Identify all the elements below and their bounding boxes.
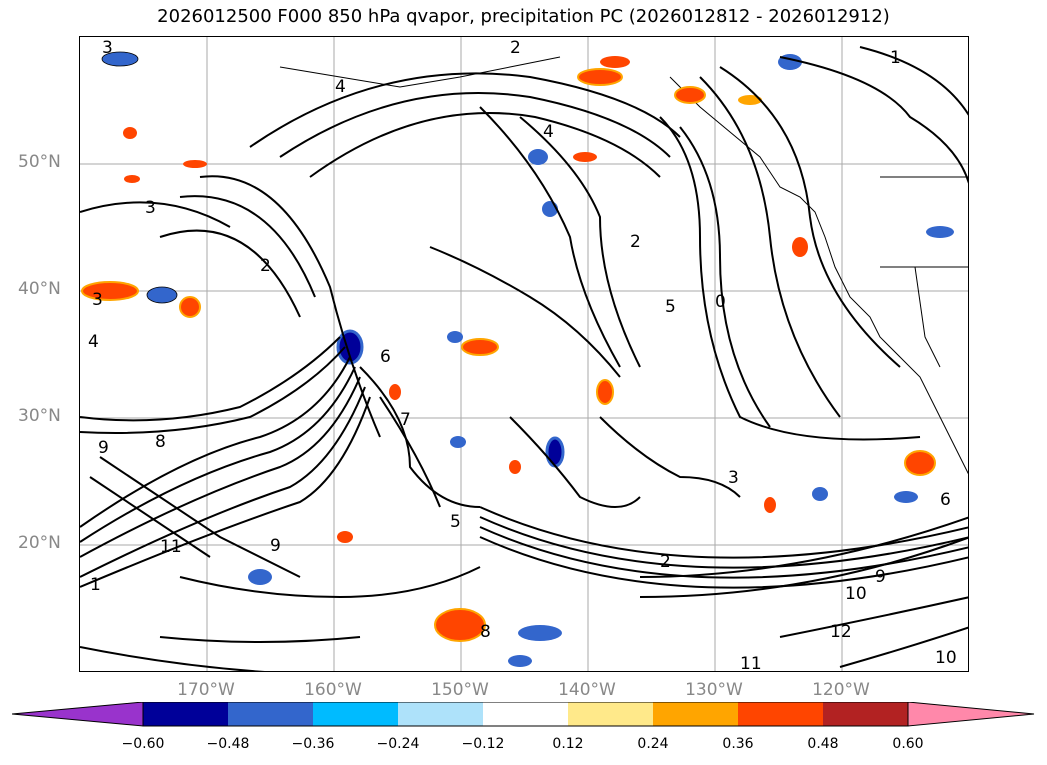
map-svg: 3 2 4 1 3 4 2 3 8 9 11 6 5 2 9 10 12 11 …	[80, 37, 968, 672]
colorbar-segment	[143, 702, 228, 726]
colorbar-segment	[653, 702, 738, 726]
colorbar-extend-max	[907, 702, 1035, 727]
contour-label: 5	[665, 297, 676, 317]
lat-label-30n: 30°N	[18, 406, 61, 426]
colorbar-tick: 0.24	[637, 736, 669, 752]
lon-label-130w: 130°W	[685, 680, 743, 700]
colorbar-tick: −0.12	[461, 736, 505, 752]
colorbar-segment	[738, 702, 823, 726]
contour-label: 4	[335, 77, 346, 97]
contour-labels: 3 2 4 1 3 4 2 3 8 9 11 6 5 2 9 10 12 11 …	[88, 38, 957, 672]
contour-label: 6	[940, 490, 951, 510]
contour-label: 2	[260, 256, 271, 276]
colorbar-tick: −0.36	[291, 736, 335, 752]
contour-label: 7	[400, 410, 411, 430]
contour-label: 3	[92, 290, 103, 310]
colorbar-tick: 0.36	[722, 736, 754, 752]
colorbar-segment	[568, 702, 653, 726]
contour-label: 9	[98, 438, 109, 458]
contour-label: 11	[160, 537, 182, 557]
colorbar-tick: 0.12	[552, 736, 584, 752]
contour-label: 2	[510, 38, 521, 58]
contour-label: 3	[145, 198, 156, 218]
contour-label: 4	[88, 332, 99, 352]
contour-label: 10	[845, 584, 867, 604]
contour-label: 4	[543, 122, 554, 142]
plot-title: 2026012500 F000 850 hPa qvapor, precipit…	[157, 6, 890, 27]
colorbar	[12, 702, 1035, 727]
lon-label-150w: 150°W	[431, 680, 489, 700]
colorbar-segment	[228, 702, 313, 726]
colorbar-segment	[398, 702, 483, 726]
lat-label-40n: 40°N	[18, 279, 61, 299]
contour-label: 9	[270, 536, 281, 556]
contour-lines	[80, 46, 968, 671]
colorbar-tick: 0.60	[892, 736, 924, 752]
contour-label: 8	[480, 622, 491, 642]
colorbar-segment	[313, 702, 398, 726]
contour-label: 1	[90, 575, 101, 595]
colorbar-extend-min	[12, 702, 144, 727]
lat-label-20n: 20°N	[18, 533, 61, 553]
colorbar-tick: −0.60	[121, 736, 165, 752]
map-panel: 3 2 4 1 3 4 2 3 8 9 11 6 5 2 9 10 12 11 …	[79, 36, 969, 672]
colorbar-segment	[823, 702, 908, 726]
contour-label: 11	[740, 654, 762, 672]
lat-label-50n: 50°N	[18, 152, 61, 172]
colorbar-tick: −0.48	[206, 736, 250, 752]
contour-label: 2	[660, 552, 671, 572]
contour-label: 12	[830, 622, 852, 642]
precip-patches	[81, 51, 954, 667]
contour-label: 1	[890, 48, 901, 68]
contour-label: 10	[935, 648, 957, 668]
contour-label: 8	[155, 432, 166, 452]
contour-label: 0	[715, 292, 726, 312]
contour-label: 5	[450, 512, 461, 532]
lon-label-170w: 170°W	[177, 680, 235, 700]
colorbar-tick: 0.48	[807, 736, 839, 752]
contour-label: 3	[728, 468, 739, 488]
lon-label-140w: 140°W	[558, 680, 616, 700]
lon-label-160w: 160°W	[304, 680, 362, 700]
coastline	[279, 56, 968, 475]
contour-label: 9	[875, 567, 886, 587]
colorbar-segment	[483, 702, 568, 726]
contour-label: 3	[102, 38, 113, 58]
contour-label: 2	[630, 232, 641, 252]
lon-label-120w: 120°W	[812, 680, 870, 700]
colorbar-tick: −0.24	[376, 736, 420, 752]
contour-label: 6	[380, 347, 391, 367]
